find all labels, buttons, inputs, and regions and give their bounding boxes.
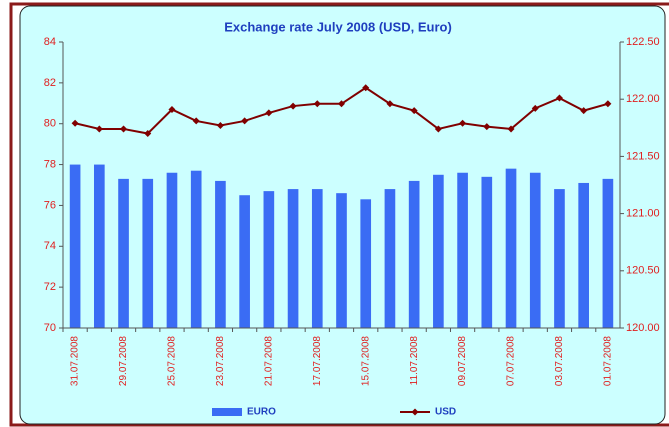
x-tick-label: 03.07.2008 <box>554 336 565 386</box>
bar <box>481 176 493 328</box>
y2-tick-label: 121.50 <box>626 150 660 162</box>
chart-title: Exchange rate July 2008 (USD, Euro) <box>224 19 452 34</box>
marker <box>95 125 103 133</box>
y2-tick-label: 122.50 <box>626 36 660 48</box>
bar <box>554 189 565 328</box>
y2-tick-label: 122.00 <box>626 93 660 105</box>
y2-tick-label: 120.50 <box>626 265 660 277</box>
bar <box>578 182 590 328</box>
x-tick-label: 25.07.2008 <box>167 336 178 386</box>
y-tick-label: 82 <box>44 77 56 89</box>
bar <box>263 191 275 328</box>
marker <box>120 125 128 133</box>
bar <box>118 178 129 328</box>
y-tick-label: 74 <box>44 240 56 252</box>
bar <box>311 189 323 328</box>
bar <box>360 199 372 328</box>
bar <box>505 168 517 328</box>
y2-tick-label: 120.00 <box>626 322 660 334</box>
marker <box>313 100 321 108</box>
x-tick-label: 09.07.2008 <box>457 336 468 386</box>
marker <box>216 122 224 130</box>
bar <box>457 172 468 328</box>
bar <box>93 164 105 328</box>
marker <box>168 105 176 113</box>
marker <box>555 94 563 102</box>
marker <box>604 100 612 108</box>
x-tick-label: 15.07.2008 <box>360 336 371 386</box>
legend-swatch <box>212 408 242 416</box>
marker <box>71 119 79 127</box>
marker <box>507 125 515 133</box>
bar <box>69 164 81 328</box>
x-tick-label: 31.07.2008 <box>70 336 81 386</box>
marker <box>241 117 249 125</box>
marker <box>265 109 273 117</box>
marker <box>580 107 588 115</box>
y-tick-label: 72 <box>44 281 56 293</box>
x-tick-label: 17.07.2008 <box>312 336 323 386</box>
marker <box>144 130 152 138</box>
x-tick-label: 23.07.2008 <box>215 336 226 386</box>
bar <box>166 172 178 328</box>
marker <box>459 119 467 127</box>
bar <box>529 172 541 328</box>
bar <box>336 193 347 328</box>
marker <box>410 107 418 115</box>
bar <box>433 174 444 328</box>
x-tick-label: 11.07.2008 <box>409 336 420 386</box>
bar <box>408 180 420 328</box>
x-tick-label: 29.07.2008 <box>118 336 129 386</box>
marker <box>362 84 370 92</box>
bar <box>287 189 299 328</box>
y2-tick-label: 121.00 <box>626 208 660 220</box>
x-tick-label: 01.07.2008 <box>603 336 614 386</box>
marker <box>531 104 539 112</box>
legend-label: EURO <box>247 407 276 418</box>
bar <box>239 195 250 328</box>
bar <box>142 178 154 328</box>
legend-marker <box>411 408 419 416</box>
x-tick-label: 07.07.2008 <box>506 336 517 386</box>
marker <box>289 102 297 110</box>
bar <box>384 189 396 328</box>
marker <box>338 100 345 108</box>
y-tick-label: 70 <box>44 322 56 334</box>
marker <box>192 117 200 125</box>
bar <box>602 178 614 328</box>
marker <box>483 123 491 131</box>
legend-label: USD <box>435 407 456 418</box>
y-tick-label: 80 <box>44 118 56 130</box>
y-tick-label: 76 <box>44 199 56 211</box>
y-tick-label: 78 <box>44 158 56 170</box>
bar <box>190 170 202 328</box>
y-tick-label: 84 <box>44 36 56 48</box>
marker <box>434 125 442 133</box>
x-tick-label: 21.07.2008 <box>263 336 274 386</box>
bar <box>215 180 226 328</box>
marker <box>386 100 394 108</box>
